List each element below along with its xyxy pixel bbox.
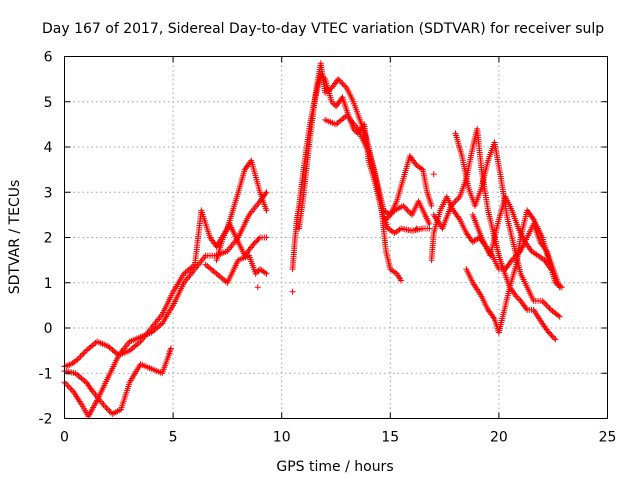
data-point <box>404 207 411 214</box>
data-point <box>263 234 270 241</box>
data-point <box>546 305 553 312</box>
data-point <box>62 380 69 387</box>
y-tick-label: 4 <box>44 140 53 156</box>
x-tick-label: 25 <box>599 430 617 446</box>
data-point <box>339 80 346 87</box>
data-point <box>263 270 270 277</box>
series-track-1 <box>61 189 270 370</box>
x-tick-label: 10 <box>273 430 291 446</box>
data-point <box>64 382 71 389</box>
y-tick-label: 5 <box>44 95 53 111</box>
x-axis-label: GPS time / hours <box>276 459 393 475</box>
data-point <box>401 204 408 211</box>
data-point <box>167 345 174 352</box>
data-point <box>413 225 420 232</box>
data-point <box>551 334 558 341</box>
data-point <box>80 350 87 357</box>
data-point <box>540 299 547 306</box>
y-tick-label: 6 <box>44 50 53 66</box>
grid-lines <box>64 56 608 419</box>
data-point <box>549 333 556 340</box>
series-track-12 <box>463 207 565 336</box>
y-tick-label: 1 <box>44 276 53 292</box>
data-point <box>558 284 565 291</box>
axes: 0 5 10 15 20 25 -2 -1 0 1 2 3 4 5 6 <box>39 50 617 446</box>
data-point <box>255 235 262 242</box>
data-point <box>103 404 110 411</box>
data-point <box>340 82 347 89</box>
data-points <box>61 60 565 420</box>
y-tick-label: 3 <box>44 185 53 201</box>
x-tick-label: 15 <box>381 430 399 446</box>
data-point <box>254 237 261 244</box>
data-point <box>428 202 435 209</box>
data-point <box>542 300 549 307</box>
data-point <box>263 189 270 196</box>
data-point <box>406 208 413 215</box>
data-point <box>452 198 459 205</box>
data-point <box>545 303 552 310</box>
data-point <box>67 385 74 392</box>
x-tick-label: 20 <box>490 430 508 446</box>
data-point <box>263 207 270 214</box>
y-tick-label: -2 <box>39 412 53 428</box>
data-point <box>251 239 258 246</box>
series-track-5 <box>289 71 433 273</box>
data-point <box>65 383 72 390</box>
series-isolated-points <box>254 171 437 295</box>
y-axis-label: SDTVAR / TECUs <box>7 180 23 295</box>
data-point <box>555 312 562 319</box>
data-point <box>104 406 111 413</box>
y-tick-label: -1 <box>39 366 53 382</box>
series-track-7 <box>322 112 405 284</box>
chart-title: Day 167 of 2017, Sidereal Day-to-day VTE… <box>42 21 604 37</box>
data-point <box>545 329 552 336</box>
y-tick-label: 2 <box>44 231 53 247</box>
data-point <box>548 266 555 273</box>
data-point <box>102 403 109 410</box>
data-point <box>254 284 261 291</box>
data-point <box>253 238 260 245</box>
series-track-10 <box>430 125 559 343</box>
series-track-2 <box>61 157 270 420</box>
data-point <box>430 171 437 178</box>
series-track-8 <box>382 198 433 227</box>
series-track-13 <box>469 193 555 273</box>
data-point <box>81 349 88 356</box>
data-point <box>398 277 405 284</box>
data-point <box>250 241 257 248</box>
data-point <box>77 353 84 360</box>
data-point <box>289 288 296 295</box>
data-point <box>75 355 82 362</box>
series-track-3 <box>61 345 174 417</box>
series-track-4 <box>202 252 270 286</box>
data-point <box>453 196 460 203</box>
x-tick-label: 0 <box>60 430 69 446</box>
y-tick-label: 0 <box>44 321 53 337</box>
data-point <box>426 220 433 227</box>
data-point <box>547 330 554 337</box>
x-tick-label: 5 <box>169 430 178 446</box>
data-point <box>556 313 563 320</box>
data-point <box>552 336 559 343</box>
data-point <box>78 352 85 359</box>
data-point <box>548 332 555 339</box>
data-point <box>338 79 345 86</box>
data-point <box>543 302 550 309</box>
series-track-4b <box>213 220 270 264</box>
